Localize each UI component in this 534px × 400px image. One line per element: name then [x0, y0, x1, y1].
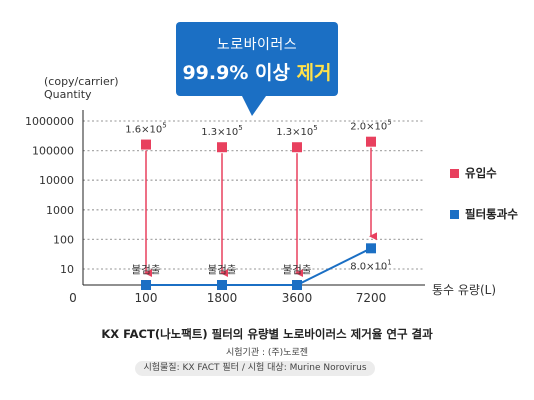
- y-tick-label: 100: [53, 233, 74, 246]
- callout-removal: 제거: [296, 62, 332, 84]
- inflow-point: [292, 142, 302, 153]
- y-tick-label: 10: [60, 263, 74, 276]
- y-axis-label: (copy/carrier) Quantity: [44, 75, 119, 101]
- result-callout: 노로바이러스 99.9% 이상 제거: [176, 22, 338, 116]
- y-axis-label-name: Quantity: [44, 88, 92, 101]
- filtered-point: [366, 243, 376, 254]
- filtered-point: [292, 280, 302, 290]
- legend-swatch-filtered: [450, 209, 459, 219]
- y-tick-label: 1000: [46, 204, 74, 217]
- test-institute: 시험기관 : (주)노로젠: [225, 348, 309, 358]
- y-tick-label: 1000000: [25, 115, 74, 128]
- filtered-point: [217, 280, 227, 290]
- callout-percent: 99.9%: [182, 62, 249, 84]
- x-axis-title: 통수 유량(L): [432, 283, 497, 297]
- inflow-value-label: 1.3×105: [276, 124, 317, 138]
- filtered-value-label: 불검출: [208, 264, 237, 276]
- callout-middle: 이상: [248, 62, 297, 84]
- inflow-value-label: 1.6×105: [125, 122, 166, 136]
- y-axis-label-unit: (copy/carrier): [44, 75, 119, 88]
- legend-swatch-inflow: [450, 168, 459, 178]
- filtered-value-label: 8.0×101: [350, 258, 391, 272]
- x-tick-origin: 0: [69, 291, 77, 305]
- legend-item-inflow: 유입수: [450, 165, 497, 181]
- inflow-value-label: 1.3×105: [201, 124, 242, 138]
- filtered-value-label: 불검출: [132, 264, 161, 276]
- x-tick-label: 3600: [282, 291, 313, 305]
- figure-caption: KX FACT(나노팩트) 필터의 유량별 노로바이러스 제거율 연구 결과: [101, 327, 433, 341]
- inflow-point: [366, 136, 376, 147]
- y-tick-label: 100000: [32, 145, 74, 158]
- inflow-point: [217, 142, 227, 153]
- x-tick-label: 1800: [207, 291, 238, 305]
- filtered-value-label: 불검출: [283, 264, 312, 276]
- callout-line1: 노로바이러스: [216, 37, 298, 53]
- legend-label-filtered: 필터통과수: [465, 207, 518, 221]
- filtered-series-line: [146, 247, 372, 286]
- test-subject-badge: 시험물질: KX FACT 필터 / 시험 대상: Murine Norovir…: [135, 361, 375, 376]
- legend-item-filtered: 필터통과수: [450, 206, 518, 222]
- y-tick-label: 10000: [39, 174, 74, 187]
- callout-line2: 99.9% 이상 제거: [176, 58, 338, 85]
- x-tick-label: 100: [135, 291, 158, 305]
- filtered-point: [141, 280, 151, 290]
- inflow-point: [141, 139, 151, 150]
- legend-label-inflow: 유입수: [465, 166, 497, 180]
- inflow-value-label: 2.0×105: [350, 119, 391, 133]
- x-tick-label: 7200: [356, 291, 387, 305]
